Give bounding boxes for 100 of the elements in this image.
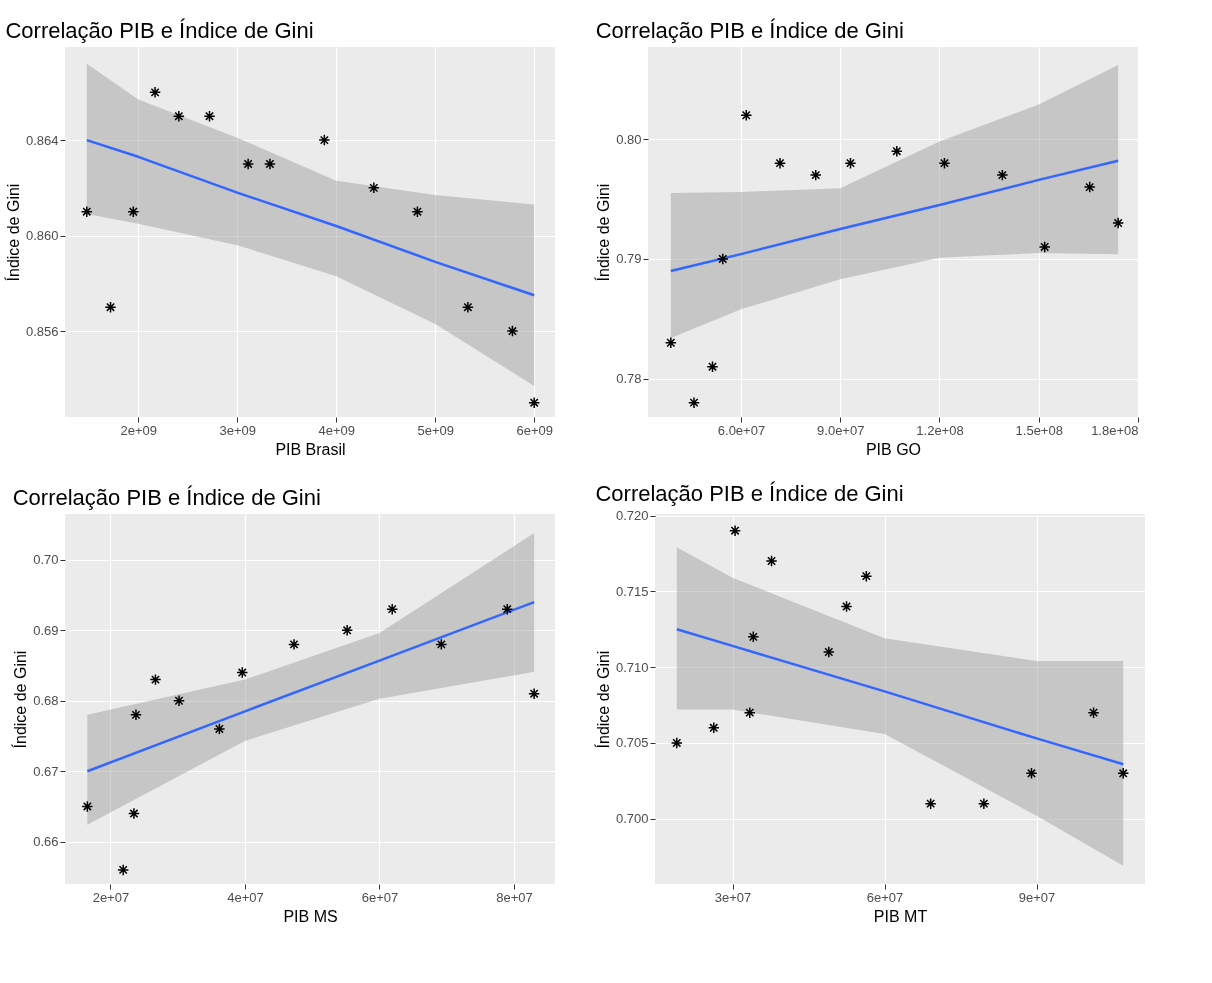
point xyxy=(1117,767,1130,780)
point xyxy=(809,169,822,182)
point xyxy=(242,157,255,170)
point xyxy=(740,109,753,122)
point xyxy=(203,110,216,123)
y-tick-label: 0.856 xyxy=(25,323,59,339)
x-tick-label: 9e+07 xyxy=(1018,889,1056,905)
line-series xyxy=(86,600,536,773)
point xyxy=(173,694,185,707)
y-tick-label: 0.70 xyxy=(33,552,59,568)
point xyxy=(341,624,354,637)
x-tick-label: 2e+09 xyxy=(120,422,158,438)
chart-title: Correlação PIB e Índice de Gini xyxy=(595,480,904,506)
y-tick-label: 0.700 xyxy=(615,811,649,827)
point xyxy=(716,252,729,265)
y-tick-label: 0.710 xyxy=(615,659,649,675)
y-tick-label: 0.860 xyxy=(25,228,59,244)
point xyxy=(149,86,162,99)
point xyxy=(367,181,380,194)
x-tick-label: 3e+07 xyxy=(714,889,752,905)
point xyxy=(840,600,853,613)
x-tick-label: 1.8e+08 xyxy=(1091,422,1139,438)
point xyxy=(528,687,541,700)
point xyxy=(461,301,474,314)
point xyxy=(501,603,514,616)
point xyxy=(670,736,683,749)
point xyxy=(765,555,778,567)
point xyxy=(80,205,93,218)
point xyxy=(924,797,937,810)
y-axis-title: Índice de Gini xyxy=(3,183,22,282)
point xyxy=(977,797,990,810)
x-tick-label: 6.0e+07 xyxy=(717,422,766,438)
line-series xyxy=(85,138,536,297)
point xyxy=(1025,767,1038,780)
point xyxy=(822,646,835,658)
x-axis-title: PIB GO xyxy=(865,440,922,458)
x-tick-label: 9.0e+07 xyxy=(817,422,865,438)
y-tick-label: 0.715 xyxy=(615,583,649,599)
y-tick-label: 0.69 xyxy=(33,622,59,638)
point xyxy=(707,721,720,734)
point xyxy=(318,134,331,147)
point xyxy=(506,325,519,338)
point xyxy=(435,638,448,651)
point xyxy=(528,396,541,409)
y-axis-title: Índice de Gini xyxy=(11,650,30,749)
point xyxy=(172,110,185,123)
point xyxy=(104,301,117,314)
y-axis-title: Índice de Gini xyxy=(594,183,613,282)
point xyxy=(1038,240,1051,253)
point xyxy=(288,638,301,651)
y-tick-label: 0.864 xyxy=(25,132,59,148)
y-axis-title: Índice de Gini xyxy=(593,650,612,749)
chart-title: Correlação PIB e Índice de Gini xyxy=(12,485,321,510)
y-tick-label: 0.80 xyxy=(616,131,642,147)
point xyxy=(774,157,787,170)
x-tick-label: 1.2e+08 xyxy=(916,422,964,438)
x-tick-label: 6e+09 xyxy=(516,422,553,438)
x-tick-label: 1.5e+08 xyxy=(1015,422,1063,438)
point xyxy=(996,169,1009,182)
x-tick-label: 3e+09 xyxy=(219,422,256,438)
point xyxy=(938,157,951,170)
y-tick-label: 0.79 xyxy=(616,251,642,267)
point xyxy=(1087,706,1100,719)
chart-title: Correlação PIB e Índice de Gini xyxy=(5,18,314,43)
line-series xyxy=(669,159,1120,273)
point xyxy=(860,570,873,583)
point xyxy=(117,863,130,876)
y-tick-label: 0.68 xyxy=(33,693,59,709)
x-tick-label: 6e+07 xyxy=(866,889,904,905)
point xyxy=(129,708,142,721)
point xyxy=(81,800,94,813)
chart-title: Correlação PIB e Índice de Gini xyxy=(595,18,904,43)
point xyxy=(386,603,399,616)
y-tick-label: 0.78 xyxy=(616,371,642,387)
point xyxy=(706,360,719,373)
x-tick-label: 8e+07 xyxy=(496,889,533,905)
point xyxy=(747,630,760,643)
point xyxy=(1112,217,1125,230)
point xyxy=(743,706,756,719)
x-tick-label: 5e+09 xyxy=(417,422,454,438)
x-axis-title: PIB MS xyxy=(283,907,338,925)
point xyxy=(844,157,857,170)
y-tick-label: 0.67 xyxy=(33,763,59,779)
point xyxy=(149,673,162,686)
point xyxy=(1083,181,1096,194)
line-series xyxy=(675,628,1125,766)
point xyxy=(890,145,903,158)
point xyxy=(411,205,424,218)
point xyxy=(127,205,140,218)
point xyxy=(664,336,677,349)
point xyxy=(213,722,226,735)
point xyxy=(236,666,249,679)
point xyxy=(729,524,742,537)
x-axis-title: PIB Brasil xyxy=(275,440,346,458)
y-tick-label: 0.66 xyxy=(33,834,59,850)
x-tick-label: 4e+07 xyxy=(227,889,264,905)
y-tick-label: 0.720 xyxy=(615,508,649,524)
x-axis-title: PIB MT xyxy=(873,907,928,925)
point xyxy=(263,157,276,170)
point xyxy=(688,396,700,409)
